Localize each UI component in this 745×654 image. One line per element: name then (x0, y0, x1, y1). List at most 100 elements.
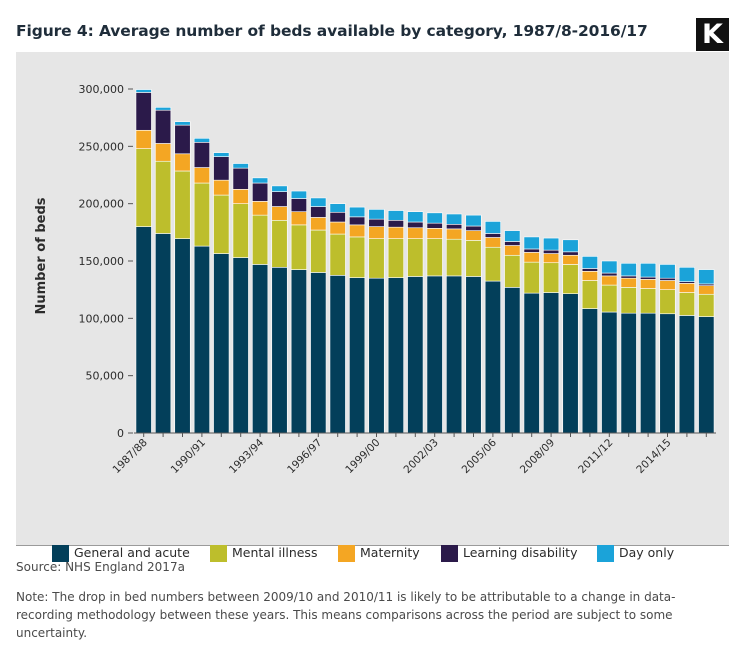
bar-segment-learning-disability (368, 218, 385, 227)
bar-segment-maternity (407, 227, 424, 239)
bar-segment-learning-disability (465, 225, 482, 231)
bar-segment-mental-illness (426, 238, 443, 277)
bar-segment-mental-illness (252, 214, 269, 265)
bar-segment-general-and-acute (620, 312, 637, 434)
bar-segment-mental-illness (678, 292, 695, 316)
bar-segment-general-and-acute (426, 275, 443, 434)
y-tick-label: 250,000 (79, 140, 125, 153)
bar-segment-mental-illness (562, 264, 579, 294)
bar-segment-maternity (659, 280, 676, 290)
bar-segment-general-and-acute (213, 253, 230, 434)
bar-segment-general-and-acute (271, 267, 288, 434)
bar-segment-learning-disability (581, 268, 598, 272)
x-tick-label: 2014/15 (634, 437, 673, 476)
bar-segment-day-only (252, 177, 269, 184)
bar-segment-learning-disability (426, 222, 443, 229)
legend-label: Mental illness (232, 545, 318, 560)
bar-segment-maternity (174, 153, 191, 172)
bar-segment-learning-disability (523, 248, 540, 253)
bar-segment-day-only (543, 237, 560, 251)
bar-segment-learning-disability (659, 277, 676, 281)
bar-segment-maternity (368, 226, 385, 239)
bar-segment-mental-illness (155, 160, 172, 234)
bar-segment-day-only (368, 209, 385, 220)
bar-segment-mental-illness (465, 240, 482, 277)
bar-segment-day-only (349, 206, 366, 218)
legend-label: Maternity (360, 545, 420, 560)
bar-segment-day-only (504, 230, 521, 242)
bar-segment-maternity (465, 230, 482, 241)
legend-label: Learning disability (463, 545, 578, 560)
bar-segment-day-only (232, 163, 249, 169)
bar-segment-learning-disability (290, 198, 307, 212)
y-tick-label: 100,000 (79, 312, 125, 325)
legend-swatch (338, 545, 355, 562)
bar-segment-mental-illness (446, 238, 463, 277)
bar-segment-mental-illness (135, 148, 152, 227)
bar-segment-maternity (698, 285, 715, 295)
x-tick-label: 1987/88 (110, 437, 149, 476)
y-axis-title: Number of beds (34, 197, 49, 314)
bar-segment-mental-illness (368, 238, 385, 279)
bar-segment-mental-illness (174, 170, 191, 239)
bar-segment-general-and-acute (407, 276, 424, 434)
kings-fund-logo: K (696, 18, 729, 51)
note-text: Note: The drop in bed numbers between 20… (16, 590, 676, 640)
bar-segment-maternity (252, 201, 269, 216)
bar-segment-learning-disability (271, 191, 288, 207)
bar-segment-maternity (562, 254, 579, 265)
bar-segment-day-only (407, 211, 424, 223)
bar-segment-general-and-acute (659, 313, 676, 434)
bar-segment-learning-disability (484, 233, 501, 238)
bar-segment-maternity (678, 283, 695, 293)
bar-segment-mental-illness (290, 224, 307, 270)
bar-segment-learning-disability (329, 211, 346, 223)
x-tick-label: 1990/91 (169, 437, 208, 476)
bar-segment-general-and-acute (193, 245, 210, 434)
bar-segment-mental-illness (484, 246, 501, 282)
bar-segment-day-only (213, 152, 230, 157)
bar-segment-day-only (446, 213, 463, 225)
bar-segment-general-and-acute (368, 277, 385, 434)
bar-segment-maternity (387, 226, 404, 239)
bar-segment-mental-illness (349, 236, 366, 278)
legend-label: Day only (619, 545, 675, 560)
bar-segment-maternity (193, 167, 210, 184)
bar-segment-general-and-acute (504, 287, 521, 434)
bar-segment-maternity (620, 277, 637, 288)
bar-segment-day-only (465, 214, 482, 227)
bar-segment-mental-illness (407, 238, 424, 277)
bar-segment-general-and-acute (484, 280, 501, 434)
bar-segment-mental-illness (640, 288, 657, 314)
bar-segment-maternity (329, 221, 346, 235)
bar-segment-maternity (640, 279, 657, 289)
bar-segment-learning-disability (407, 221, 424, 229)
bar-segment-learning-disability (252, 182, 269, 202)
bar-segment-general-and-acute (290, 269, 307, 434)
bar-segment-general-and-acute (252, 264, 269, 434)
bar-segment-day-only (135, 89, 152, 93)
bar-segment-general-and-acute (581, 308, 598, 434)
bar-segment-mental-illness (271, 219, 288, 268)
bar-segment-day-only (387, 210, 404, 221)
bar-segment-learning-disability (387, 219, 404, 228)
x-tick-label: 2005/06 (460, 436, 500, 476)
y-tick-label: 150,000 (79, 255, 125, 268)
bar-segment-day-only (620, 262, 637, 277)
figure-title: Figure 4: Average number of beds availab… (16, 22, 648, 40)
bar-segment-general-and-acute (310, 272, 327, 434)
bar-segment-general-and-acute (135, 226, 152, 434)
bar-segment-maternity (601, 275, 618, 286)
bar-segment-learning-disability (620, 275, 637, 279)
bar-segment-maternity (271, 206, 288, 221)
bar-segment-maternity (135, 129, 152, 149)
bar-segment-maternity (290, 211, 307, 226)
bar-segment-day-only (640, 262, 657, 278)
x-tick-label: 1996/97 (285, 437, 324, 476)
bar-segment-mental-illness (213, 194, 230, 254)
bar-segment-learning-disability (543, 249, 560, 254)
y-tick-label: 50,000 (86, 370, 125, 383)
bar-segment-maternity (310, 217, 327, 231)
bar-segment-maternity (155, 143, 172, 162)
bar-segment-mental-illness (232, 203, 249, 258)
